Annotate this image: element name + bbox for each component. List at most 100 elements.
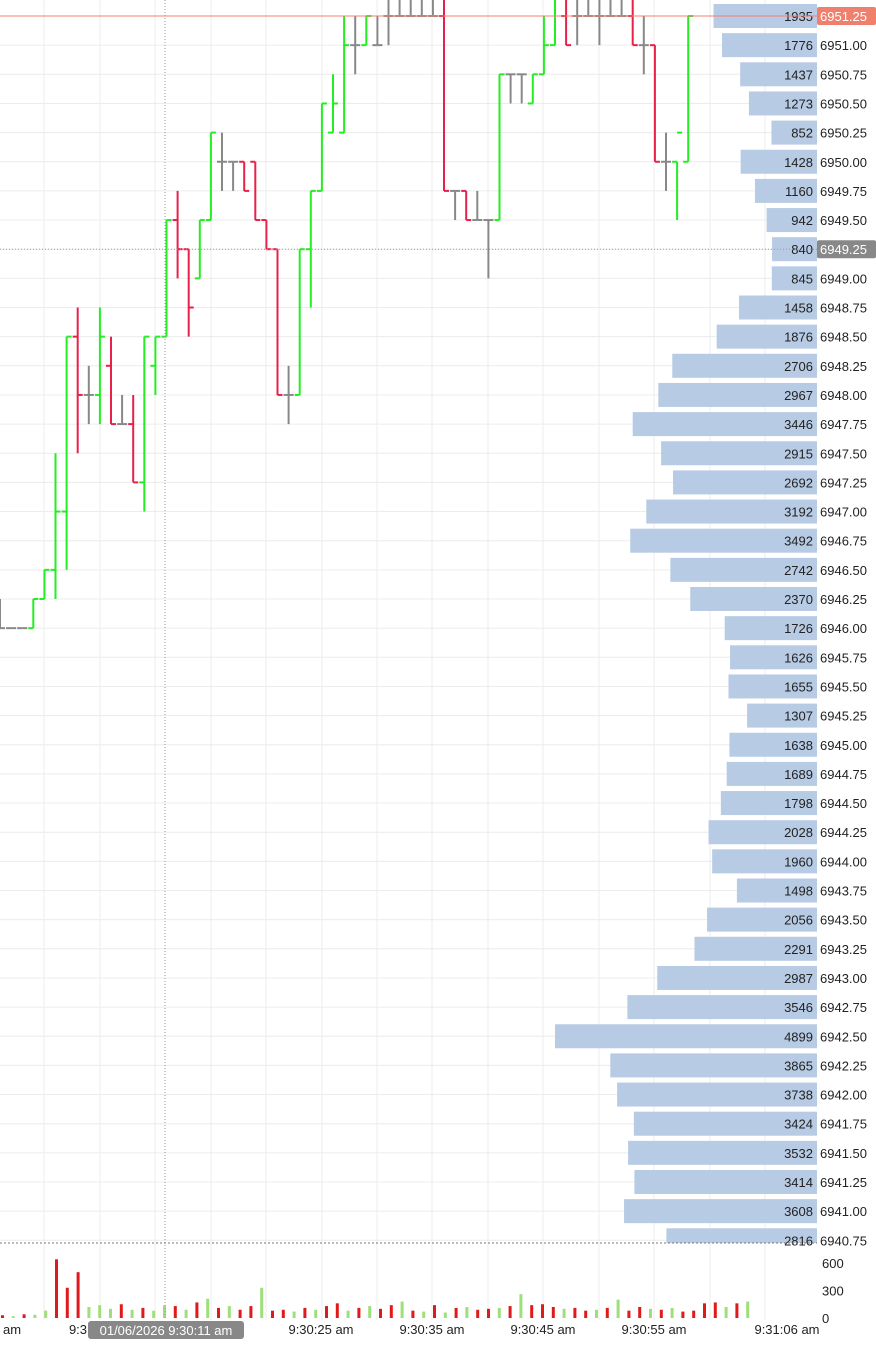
volume-bar bbox=[238, 1309, 242, 1318]
volume-profile-label: 2742 bbox=[784, 563, 813, 578]
time-axis-label: 9:30:45 am bbox=[510, 1322, 575, 1337]
volume-bar bbox=[260, 1287, 264, 1318]
volume-bar bbox=[335, 1303, 339, 1318]
volume-profile-bar bbox=[632, 412, 817, 437]
volume-profile-bar bbox=[708, 820, 817, 845]
volume-bar bbox=[281, 1309, 285, 1318]
time-axis-label: 9:30:25 am bbox=[288, 1322, 353, 1337]
volume-profile-label: 1960 bbox=[784, 854, 813, 869]
volume-bar bbox=[735, 1303, 739, 1318]
volume-bar bbox=[76, 1272, 80, 1318]
volume-profile-bar bbox=[771, 120, 817, 145]
price-axis-label: 6948.75 bbox=[820, 301, 867, 316]
volume-bar bbox=[422, 1311, 426, 1318]
price-axis-label: 6946.25 bbox=[820, 592, 867, 607]
price-axis-label: 6942.50 bbox=[820, 1029, 867, 1044]
volume-profile-label: 1498 bbox=[784, 884, 813, 899]
volume-profile-label: 2816 bbox=[784, 1233, 813, 1248]
price-axis-label: 6945.25 bbox=[820, 709, 867, 724]
price-axis-label: 6949.75 bbox=[820, 184, 867, 199]
price-axis-label: 6945.75 bbox=[820, 650, 867, 665]
volume-profile-label: 4899 bbox=[784, 1029, 813, 1044]
volume-profile-bar bbox=[748, 91, 817, 116]
volume-profile-bar bbox=[724, 616, 817, 641]
volume-bar bbox=[411, 1310, 415, 1318]
volume-profile-bar bbox=[736, 878, 817, 903]
price-axis-label: 6943.25 bbox=[820, 942, 867, 957]
volume-bar bbox=[152, 1310, 156, 1318]
volume-profile-label: 3492 bbox=[784, 534, 813, 549]
volume-profile-bar bbox=[672, 353, 817, 378]
price-axis-label: 6949.00 bbox=[820, 271, 867, 286]
volume-bar bbox=[433, 1305, 436, 1318]
volume-profile-label: 845 bbox=[791, 271, 813, 286]
price-axis-label: 6948.00 bbox=[820, 388, 867, 403]
volume-bar bbox=[670, 1307, 674, 1318]
volume-bar bbox=[573, 1307, 577, 1318]
volume-bar bbox=[703, 1303, 706, 1318]
volume-bar bbox=[184, 1309, 188, 1318]
time-axis-label: am bbox=[3, 1322, 21, 1337]
volume-bar bbox=[173, 1306, 177, 1318]
volume-bar bbox=[314, 1309, 318, 1318]
volume-profile-label: 1726 bbox=[784, 621, 813, 636]
volume-profile-bar bbox=[694, 936, 817, 961]
last-price-label: 6951.25 bbox=[820, 9, 867, 24]
volume-profile-label: 2028 bbox=[784, 825, 813, 840]
volume-profile-label: 3532 bbox=[784, 1146, 813, 1161]
volume-profile-bar bbox=[707, 907, 817, 932]
price-axis-label: 6949.50 bbox=[820, 213, 867, 228]
volume-bar bbox=[271, 1310, 274, 1318]
price-axis-label: 6947.00 bbox=[820, 505, 867, 520]
volume-profile-bar bbox=[712, 849, 817, 874]
time-axis-label: 9:31:06 am bbox=[754, 1322, 819, 1337]
volume-profile-label: 1776 bbox=[784, 38, 813, 53]
volume-profile-bar bbox=[728, 674, 817, 699]
volume-profile-bar bbox=[690, 587, 817, 611]
volume-bar bbox=[584, 1310, 588, 1318]
volume-bar bbox=[325, 1306, 328, 1318]
volume-bar bbox=[454, 1307, 458, 1318]
volume-bar bbox=[44, 1310, 48, 1318]
volume-profile-bar bbox=[657, 965, 817, 990]
price-axis-label: 6946.50 bbox=[820, 563, 867, 578]
volume-profile-bar bbox=[739, 295, 817, 320]
price-axis-label: 6950.50 bbox=[820, 96, 867, 111]
time-axis-label: 9:30:55 am bbox=[621, 1322, 686, 1337]
time-axis-label: 9:3 bbox=[69, 1322, 87, 1337]
volume-profile-label: 852 bbox=[791, 126, 813, 141]
volume-profile-label: 2692 bbox=[784, 475, 813, 490]
volume-profile-bar bbox=[610, 1053, 817, 1078]
volume-bar bbox=[98, 1305, 102, 1318]
volume-axis-label: 300 bbox=[822, 1284, 844, 1299]
volume-profile-bar bbox=[740, 62, 817, 87]
volume-profile-bar bbox=[729, 732, 817, 757]
volume-bar bbox=[206, 1298, 210, 1318]
volume-bar bbox=[11, 1316, 15, 1318]
price-axis-label: 6944.25 bbox=[820, 825, 867, 840]
volume-bar bbox=[292, 1311, 296, 1318]
price-axis-label: 6948.25 bbox=[820, 359, 867, 374]
volume-profile-label: 3446 bbox=[784, 417, 813, 432]
volume-profile-bar bbox=[633, 1111, 817, 1136]
volume-profile-bar bbox=[617, 1082, 817, 1107]
volume-bar bbox=[692, 1310, 696, 1318]
volume-profile-bar bbox=[772, 237, 817, 262]
volume-bar bbox=[681, 1311, 685, 1318]
volume-profile-bar bbox=[630, 528, 817, 553]
volume-bar bbox=[119, 1304, 123, 1318]
crosshair-time-badge bbox=[88, 1321, 244, 1339]
price-axis-label: 6946.75 bbox=[820, 534, 867, 549]
volume-bar bbox=[541, 1304, 544, 1318]
volume-bar bbox=[616, 1299, 620, 1318]
volume-axis-label: 0 bbox=[822, 1311, 829, 1326]
volume-profile: 1935177614371273852142811609428408451458… bbox=[555, 4, 817, 1248]
volume-bar bbox=[346, 1310, 350, 1318]
volume-bar bbox=[400, 1301, 404, 1318]
volume-bar bbox=[55, 1259, 58, 1318]
volume-bar bbox=[22, 1314, 26, 1318]
price-axis-label: 6951.00 bbox=[820, 38, 867, 53]
volume-profile-label: 2370 bbox=[784, 592, 813, 607]
volume-bar bbox=[65, 1287, 69, 1318]
